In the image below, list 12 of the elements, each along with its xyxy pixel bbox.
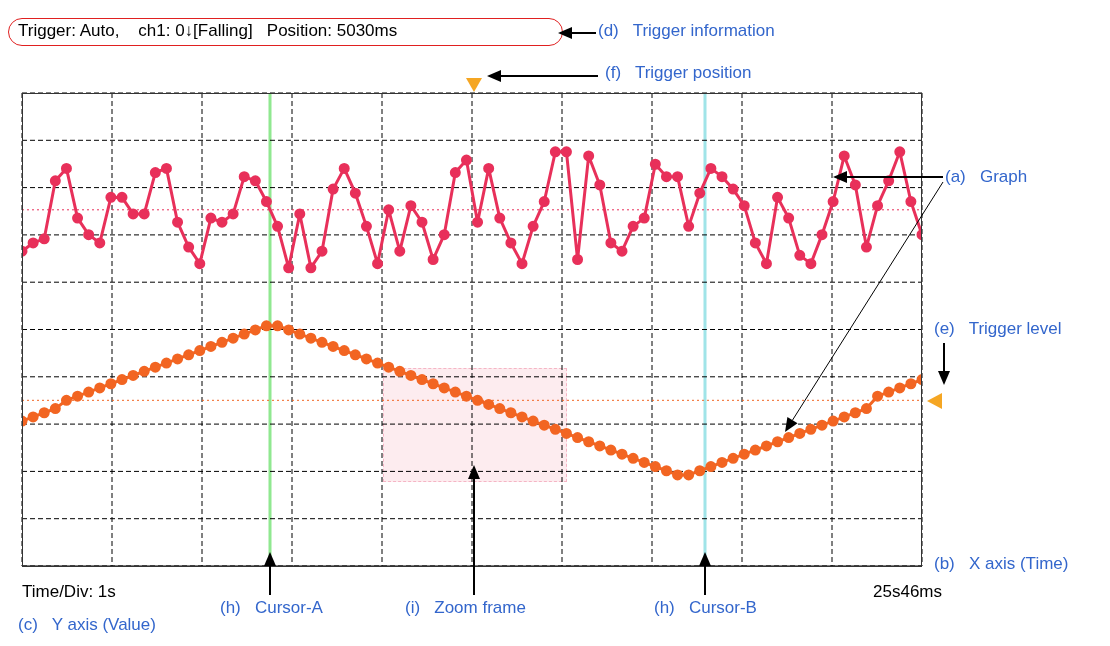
text: (f) Trigger position	[605, 62, 752, 84]
text: Trigger: Auto, ch1: 0↓[Falling] Position: 5030ms	[18, 20, 398, 42]
text: (b) X axis (Time)	[934, 553, 1069, 575]
text: Time/Div: 1s	[22, 581, 116, 603]
text: 25s46ms	[873, 581, 942, 603]
text: (c) Y axis (Value)	[18, 614, 156, 636]
text: (a) Graph	[945, 166, 1028, 188]
text: (d) Trigger information	[598, 20, 775, 42]
text: (h) Cursor-B	[654, 597, 757, 619]
text: (e) Trigger level	[934, 318, 1062, 340]
text: (i) Zoom frame	[405, 597, 526, 619]
text: (h) Cursor-A	[220, 597, 323, 619]
